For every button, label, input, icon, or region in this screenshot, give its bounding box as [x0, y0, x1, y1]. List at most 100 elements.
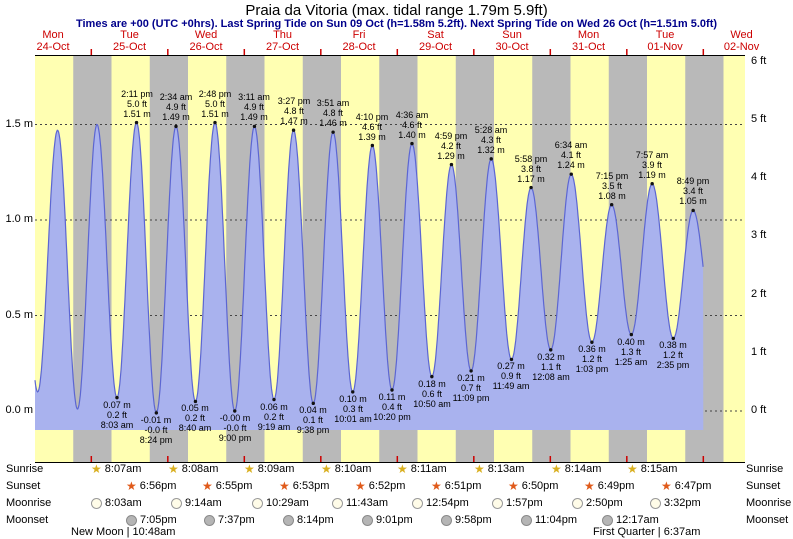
sunrise-event: ★ 8:09am — [244, 463, 294, 475]
sunset-star-icon: ★ — [355, 479, 366, 493]
moonset-time: 11:04pm — [535, 514, 577, 526]
y-axis-label-ft: 4 ft — [751, 171, 767, 184]
tide-extreme-dot — [174, 124, 178, 129]
moonrise-circle-icon — [332, 497, 343, 509]
low-tide-annotation: 0.11 m 0.4 ft 10:20 pm — [373, 392, 411, 422]
low-tide-annotation: 0.32 m 1.1 ft 12:08 am — [532, 352, 570, 382]
sunset-time: 6:56pm — [139, 480, 177, 492]
moonrise-event: 8:03am — [91, 497, 142, 509]
low-tide-annotation: 0.27 m 0.9 ft 11:49 am — [492, 361, 530, 391]
high-tide-annotation: 6:34 am 4.1 ft 1.24 m — [554, 140, 588, 170]
moonset-event: 9:01pm — [362, 514, 413, 526]
tide-extreme-dot — [410, 141, 414, 146]
low-tide-annotation: 0.06 m 0.2 ft 9:19 am — [257, 402, 291, 432]
tide-extreme-dot — [529, 185, 533, 190]
low-tide-annotation: 0.05 m 0.2 ft 8:40 am — [178, 403, 212, 433]
sunrise-time: 8:10am — [334, 463, 372, 475]
tide-extreme-dot — [154, 411, 159, 415]
day-label: Sat 29-Oct — [419, 29, 453, 54]
moonset-event: 7:37pm — [204, 514, 255, 526]
tide-extreme-dot — [569, 172, 573, 176]
sunset-star-icon: ★ — [126, 479, 137, 493]
sunset-star-icon: ★ — [661, 479, 672, 493]
moonrise-time: 8:03am — [105, 497, 142, 509]
moonset-circle-icon — [283, 514, 294, 526]
sunrise-row-label-left: Sunrise — [6, 463, 44, 475]
tide-extreme-dot — [390, 388, 394, 392]
sunset-event: ★ 6:50pm — [508, 480, 558, 492]
moonrise-event: 2:50pm — [572, 497, 623, 509]
sunrise-time: 8:15am — [640, 463, 678, 475]
sunset-time: 6:52pm — [368, 480, 406, 492]
low-tide-annotation: 0.38 m 1.2 ft 2:35 pm — [656, 340, 690, 370]
high-tide-annotation: 2:11 pm 5.0 ft 1.51 m — [121, 89, 153, 119]
sunset-star-icon: ★ — [202, 479, 213, 493]
high-tide-annotation: 8:49 pm 3.4 ft 1.05 m — [676, 176, 710, 206]
tide-extreme-dot — [115, 395, 119, 400]
tide-extreme-dot — [252, 124, 257, 129]
moonrise-circle-icon — [252, 497, 263, 509]
sunrise-event: ★ 8:11am — [397, 463, 447, 475]
day-label: Tue 01-Nov — [647, 29, 683, 54]
y-axis-label-ft: 1 ft — [751, 345, 767, 358]
y-axis-label-ft: 6 ft — [751, 54, 767, 67]
high-tide-annotation: 3:27 pm 4.8 ft 1.47 m — [277, 96, 311, 126]
moonrise-time: 1:57pm — [506, 497, 543, 509]
y-axis-label-ft: 3 ft — [751, 229, 767, 242]
low-tide-annotation: 0.40 m 1.3 ft 1:25 am — [614, 337, 648, 367]
sunrise-star-icon: ★ — [91, 462, 102, 476]
tide-extreme-dot — [213, 120, 217, 125]
high-tide-annotation: 3:11 am 4.9 ft 1.49 m — [238, 92, 270, 122]
sunset-star-icon: ★ — [508, 479, 519, 493]
sunrise-star-icon: ★ — [321, 462, 332, 476]
moonset-circle-icon — [602, 514, 613, 526]
sunrise-event: ★ 8:07am — [91, 463, 141, 475]
moonrise-row-label-right: Moonrise — [746, 497, 792, 509]
sunset-time: 6:51pm — [444, 480, 482, 492]
tide-extreme-dot — [489, 157, 493, 161]
sunrise-star-icon: ★ — [244, 462, 255, 476]
low-tide-annotation: 0.36 m 1.2 ft 1:03 pm — [575, 344, 609, 374]
low-tide-annotation: -0.01 m -0.0 ft 8:24 pm — [139, 415, 173, 445]
moonset-event: 7:05pm — [126, 514, 177, 526]
sunset-time: 6:50pm — [521, 480, 559, 492]
tide-extreme-dot — [509, 357, 514, 362]
high-tide-annotation: 3:51 am 4.8 ft 1.46 m — [316, 98, 350, 128]
sunrise-event: ★ 8:15am — [627, 463, 677, 475]
tide-extreme-dot — [291, 128, 296, 132]
tide-extreme-dot — [311, 401, 315, 406]
moonrise-circle-icon — [492, 497, 503, 509]
tide-extreme-dot — [449, 162, 454, 167]
day-label: Fri 28-Oct — [342, 29, 376, 54]
moonrise-circle-icon — [572, 497, 583, 509]
moonrise-circle-icon — [650, 497, 661, 509]
moonrise-time: 11:43am — [346, 497, 388, 509]
low-tide-annotation: -0.00 m -0.0 ft 9:00 pm — [218, 413, 252, 443]
sunrise-time: 8:08am — [181, 463, 219, 475]
moonset-time: 12:17am — [616, 514, 659, 526]
tide-extreme-dot — [233, 409, 237, 413]
chart-subtitle: Times are +00 (UTC +0hrs). Last Spring T… — [75, 18, 718, 30]
day-label: Mon 31-Oct — [572, 29, 606, 54]
day-label: Sun 30-Oct — [495, 29, 529, 54]
sunset-event: ★ 6:56pm — [126, 480, 176, 492]
sunrise-time: 8:13am — [487, 463, 525, 475]
tide-extreme-dot — [272, 397, 276, 402]
tide-extreme-dot — [331, 130, 335, 134]
moonset-event: 11:04pm — [521, 514, 577, 526]
y-axis-label-m: 1.0 m — [5, 213, 33, 225]
tide-extreme-dot — [671, 336, 675, 341]
sunset-time: 6:53pm — [292, 480, 330, 492]
sunrise-star-icon: ★ — [627, 462, 638, 476]
sunset-event: ★ 6:53pm — [279, 480, 329, 492]
sunrise-event: ★ 8:13am — [474, 463, 524, 475]
high-tide-annotation: 2:48 pm 5.0 ft 1.51 m — [198, 89, 232, 119]
tide-extreme-dot — [609, 203, 614, 207]
sunrise-row-label-right: Sunrise — [746, 463, 784, 475]
moonrise-circle-icon — [412, 497, 423, 509]
low-tide-annotation: 0.18 m 0.6 ft 10:50 am — [413, 379, 451, 409]
tide-extreme-dot — [650, 182, 654, 186]
